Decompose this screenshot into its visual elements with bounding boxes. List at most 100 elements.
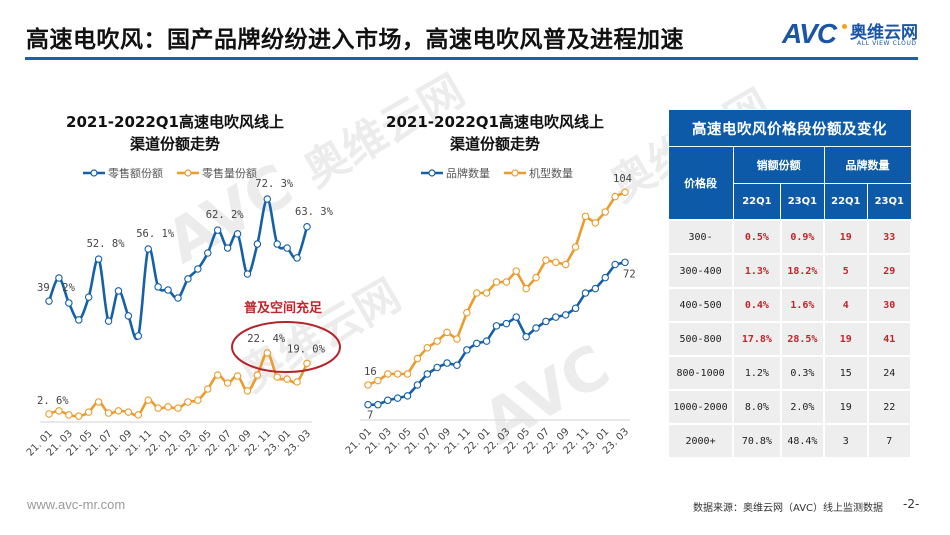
right-chart-title-line1: 2021-2022Q1高速电吹风线上: [386, 113, 604, 131]
data-point: [75, 316, 83, 324]
series-line: [367, 191, 626, 387]
cell-sales-22q1: 8.0%: [732, 389, 782, 425]
data-point: [384, 370, 392, 378]
data-point: [104, 409, 113, 417]
page-number: -2-: [903, 497, 920, 511]
footer-url: www.avc-mr.com: [27, 497, 126, 512]
col-group-sales-share: 销额份额: [732, 146, 825, 184]
cell-price: 300-: [666, 219, 735, 255]
data-point: [492, 322, 501, 330]
header-divider: [25, 57, 918, 60]
data-point: [104, 317, 113, 325]
cell-sales-23q1: 0.9%: [779, 219, 826, 255]
data-point: [512, 267, 521, 275]
data-point: [174, 404, 182, 412]
data-point: [611, 260, 619, 269]
legend-label: 品牌数量: [446, 167, 490, 180]
data-point: [134, 411, 143, 419]
data-point: [253, 371, 262, 379]
cell-sales-22q1: 1.2%: [732, 355, 782, 391]
data-point: [621, 188, 629, 196]
data-point: [184, 398, 192, 406]
data-point: [463, 308, 471, 317]
right-chart-legend: 品牌数量 机型数量: [421, 165, 573, 181]
cell-sales-23q1: 1.6%: [779, 287, 826, 323]
data-point: [55, 274, 63, 282]
data-label: 72: [623, 268, 636, 280]
cell-sales-22q1: 17.8%: [732, 321, 782, 357]
data-point: [552, 258, 560, 267]
data-point: [433, 363, 441, 372]
data-point: [423, 343, 432, 352]
cell-brands-22q1: 5: [823, 253, 869, 289]
data-point: [512, 313, 521, 321]
cell-sales-22q1: 1.3%: [732, 253, 782, 289]
cell-price: 800-1000: [666, 355, 735, 391]
data-label: 56. 1%: [136, 228, 175, 240]
data-label: 16: [364, 366, 377, 378]
data-point: [213, 226, 222, 234]
data-point: [591, 284, 600, 293]
data-point: [75, 412, 83, 420]
legend-item-brand-count: 品牌数量: [421, 165, 490, 181]
data-point: [114, 287, 123, 295]
data-point: [591, 219, 600, 227]
data-point: [243, 270, 252, 278]
right-chart-title: 2021-2022Q1高速电吹风线上 渠道份额走势: [350, 111, 640, 155]
data-point: [393, 370, 402, 378]
data-point: [522, 333, 530, 341]
data-point: [393, 394, 402, 402]
col-header-brands-22q1: 22Q1: [823, 183, 869, 221]
data-point: [124, 408, 133, 416]
data-point: [581, 289, 590, 297]
data-point: [164, 286, 172, 294]
price-segment-table: 高速电吹风价格段份额及变化 价格段 销额份额 品牌数量 22Q1 23Q1 22…: [666, 109, 913, 459]
data-point: [293, 378, 301, 386]
cell-sales-23q1: 0.3%: [779, 355, 826, 391]
cell-brands-23q1: 29: [866, 253, 913, 289]
data-point: [223, 244, 232, 252]
data-point: [413, 381, 422, 389]
col-header-sales-23q1: 23Q1: [780, 183, 825, 221]
data-point: [45, 297, 53, 305]
data-point: [492, 278, 501, 286]
cell-sales-22q1: 0.5%: [732, 219, 782, 255]
data-point: [472, 289, 481, 297]
cell-price: 500-800: [666, 321, 735, 357]
cell-brands-23q1: 33: [866, 219, 913, 255]
table-row: 800-1000 1.2% 0.3% 15 24: [666, 355, 913, 391]
data-point: [482, 337, 491, 345]
price-table: 高速电吹风价格段份额及变化 价格段 销额份额 品牌数量 22Q1 23Q1 22…: [666, 109, 913, 459]
data-point: [542, 317, 550, 326]
left-chart-title-line2: 渠道份额走势: [129, 135, 220, 153]
table-row: 300- 0.5% 0.9% 19 33: [666, 219, 913, 255]
data-point: [283, 375, 291, 383]
data-point: [184, 275, 192, 283]
left-chart-title: 2021-2022Q1高速电吹风线上 渠道份额走势: [30, 111, 320, 155]
logo-mark: AVC: [782, 18, 837, 49]
data-point: [154, 283, 162, 291]
cell-brands-23q1: 24: [866, 355, 913, 391]
cell-price: 400-500: [666, 287, 735, 323]
footer-source: 数据来源：奥维云网（AVC）线上监测数据: [693, 503, 884, 514]
data-point: [134, 332, 143, 340]
data-point: [611, 192, 619, 201]
data-label: 72. 3%: [255, 178, 294, 190]
data-point: [364, 400, 372, 409]
data-point: [502, 278, 511, 286]
data-point: [204, 385, 212, 393]
data-point: [384, 396, 392, 405]
data-point: [55, 407, 63, 415]
data-point: [364, 381, 372, 389]
cell-brands-22q1: 19: [823, 321, 869, 357]
data-label: 7: [367, 410, 373, 422]
data-point: [213, 371, 222, 379]
data-point: [194, 265, 202, 273]
data-point: [463, 346, 471, 354]
series-line: [47, 197, 309, 340]
table-title: 高速电吹风价格段份额及变化: [667, 109, 912, 147]
data-label: 2. 6%: [37, 395, 69, 407]
col-header-brands-23q1: 23Q1: [867, 183, 912, 221]
cell-brands-23q1: 7: [866, 423, 913, 459]
